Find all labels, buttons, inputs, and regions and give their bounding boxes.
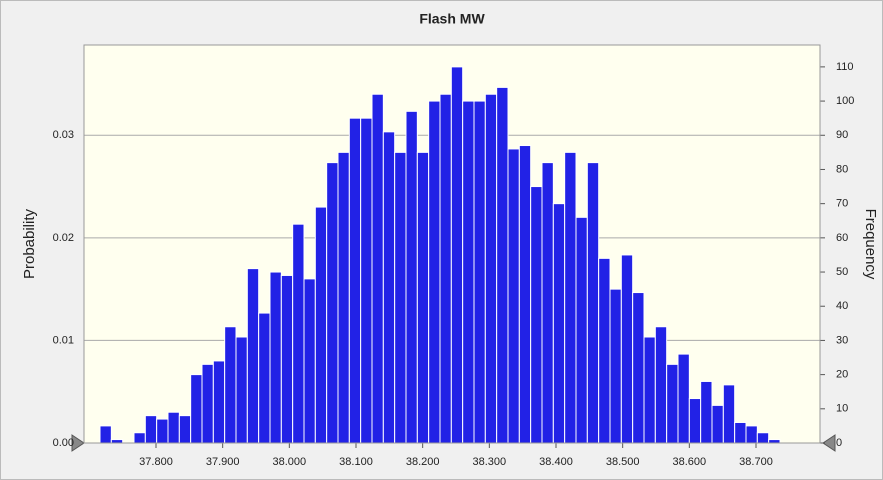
bar (405, 110, 418, 444)
x-tick-label: 37.800 (139, 456, 173, 468)
bar (575, 216, 588, 444)
bar (428, 100, 441, 444)
bar (235, 336, 248, 444)
bar (609, 288, 622, 444)
bar (382, 131, 396, 444)
x-tick-label: 38.700 (739, 456, 773, 468)
bar (530, 186, 543, 444)
bar (473, 100, 486, 444)
bar (156, 418, 169, 444)
bar (654, 326, 668, 444)
x-tick-label: 38.100 (339, 456, 373, 468)
bar (371, 93, 384, 444)
bar (677, 353, 690, 444)
y2-tick-label: 10 (836, 403, 848, 415)
y2-tick-label: 30 (836, 334, 848, 346)
x-tick-label: 38.300 (473, 456, 507, 468)
y2-tick-label: 20 (836, 369, 848, 381)
bar (292, 223, 305, 444)
bar (212, 360, 226, 444)
bar (246, 268, 260, 444)
bar (394, 151, 407, 444)
x-tick-label: 38.200 (406, 456, 440, 468)
bar (745, 425, 758, 444)
bar (620, 254, 634, 444)
bar (711, 404, 724, 444)
bar (280, 274, 294, 444)
bar (224, 326, 237, 444)
bar (666, 363, 679, 444)
bar (586, 162, 600, 444)
bar (258, 312, 271, 444)
bar (360, 117, 373, 444)
bar (507, 148, 520, 444)
y2-tick-label: 40 (836, 300, 848, 312)
left-grabber (71, 434, 85, 452)
bar (768, 439, 781, 444)
y-tick-label: 0.03 (53, 129, 74, 141)
bar (688, 398, 702, 444)
bar (518, 145, 532, 444)
bar (144, 415, 158, 444)
x-tick-label: 37.900 (206, 456, 240, 468)
x-tick-label: 38.500 (606, 456, 640, 468)
bar (439, 93, 452, 444)
y2-tick-label: 70 (836, 198, 848, 210)
bar (734, 421, 747, 444)
bar (564, 151, 577, 444)
bar (269, 271, 282, 444)
y-tick-label: 0.00 (53, 437, 74, 449)
bar (190, 374, 203, 444)
bar (348, 117, 362, 444)
bar (598, 257, 611, 444)
y2-axis-label: Frequency (862, 209, 879, 280)
y2-tick-label: 0 (836, 437, 842, 449)
bar (700, 380, 713, 444)
right-grabber (822, 434, 836, 452)
bar (110, 439, 124, 444)
y2-tick-label: 50 (836, 266, 848, 278)
y-tick-label: 0.01 (53, 334, 74, 346)
bar (496, 86, 509, 444)
bar (541, 162, 554, 444)
y2-tick-label: 110 (836, 61, 854, 73)
bar (756, 432, 770, 444)
y-tick-label: 0.02 (53, 232, 74, 244)
x-tick-label: 38.600 (673, 456, 707, 468)
bar (632, 292, 645, 444)
bar (303, 278, 316, 444)
x-tick-label: 38.000 (273, 456, 307, 468)
y2-tick-label: 80 (836, 163, 848, 175)
bar (314, 206, 328, 444)
bar (326, 162, 339, 444)
y-axis-label: Probability (21, 208, 38, 279)
x-tick-label: 38.400 (539, 456, 573, 468)
plot-border (83, 44, 821, 444)
bar (201, 363, 214, 444)
bar (552, 203, 566, 444)
chart-title: Flash MW (419, 11, 485, 27)
bar (450, 66, 464, 444)
bar (337, 151, 350, 444)
bar (99, 425, 112, 444)
bar (178, 415, 192, 444)
bar (484, 93, 498, 444)
y2-tick-label: 90 (836, 129, 848, 141)
bar (643, 336, 656, 444)
bar (416, 151, 430, 444)
bar (167, 411, 180, 444)
bar (722, 384, 736, 444)
y2-tick-label: 60 (836, 232, 848, 244)
bar (133, 432, 146, 444)
y2-tick-label: 100 (836, 95, 854, 107)
bar (462, 100, 475, 444)
